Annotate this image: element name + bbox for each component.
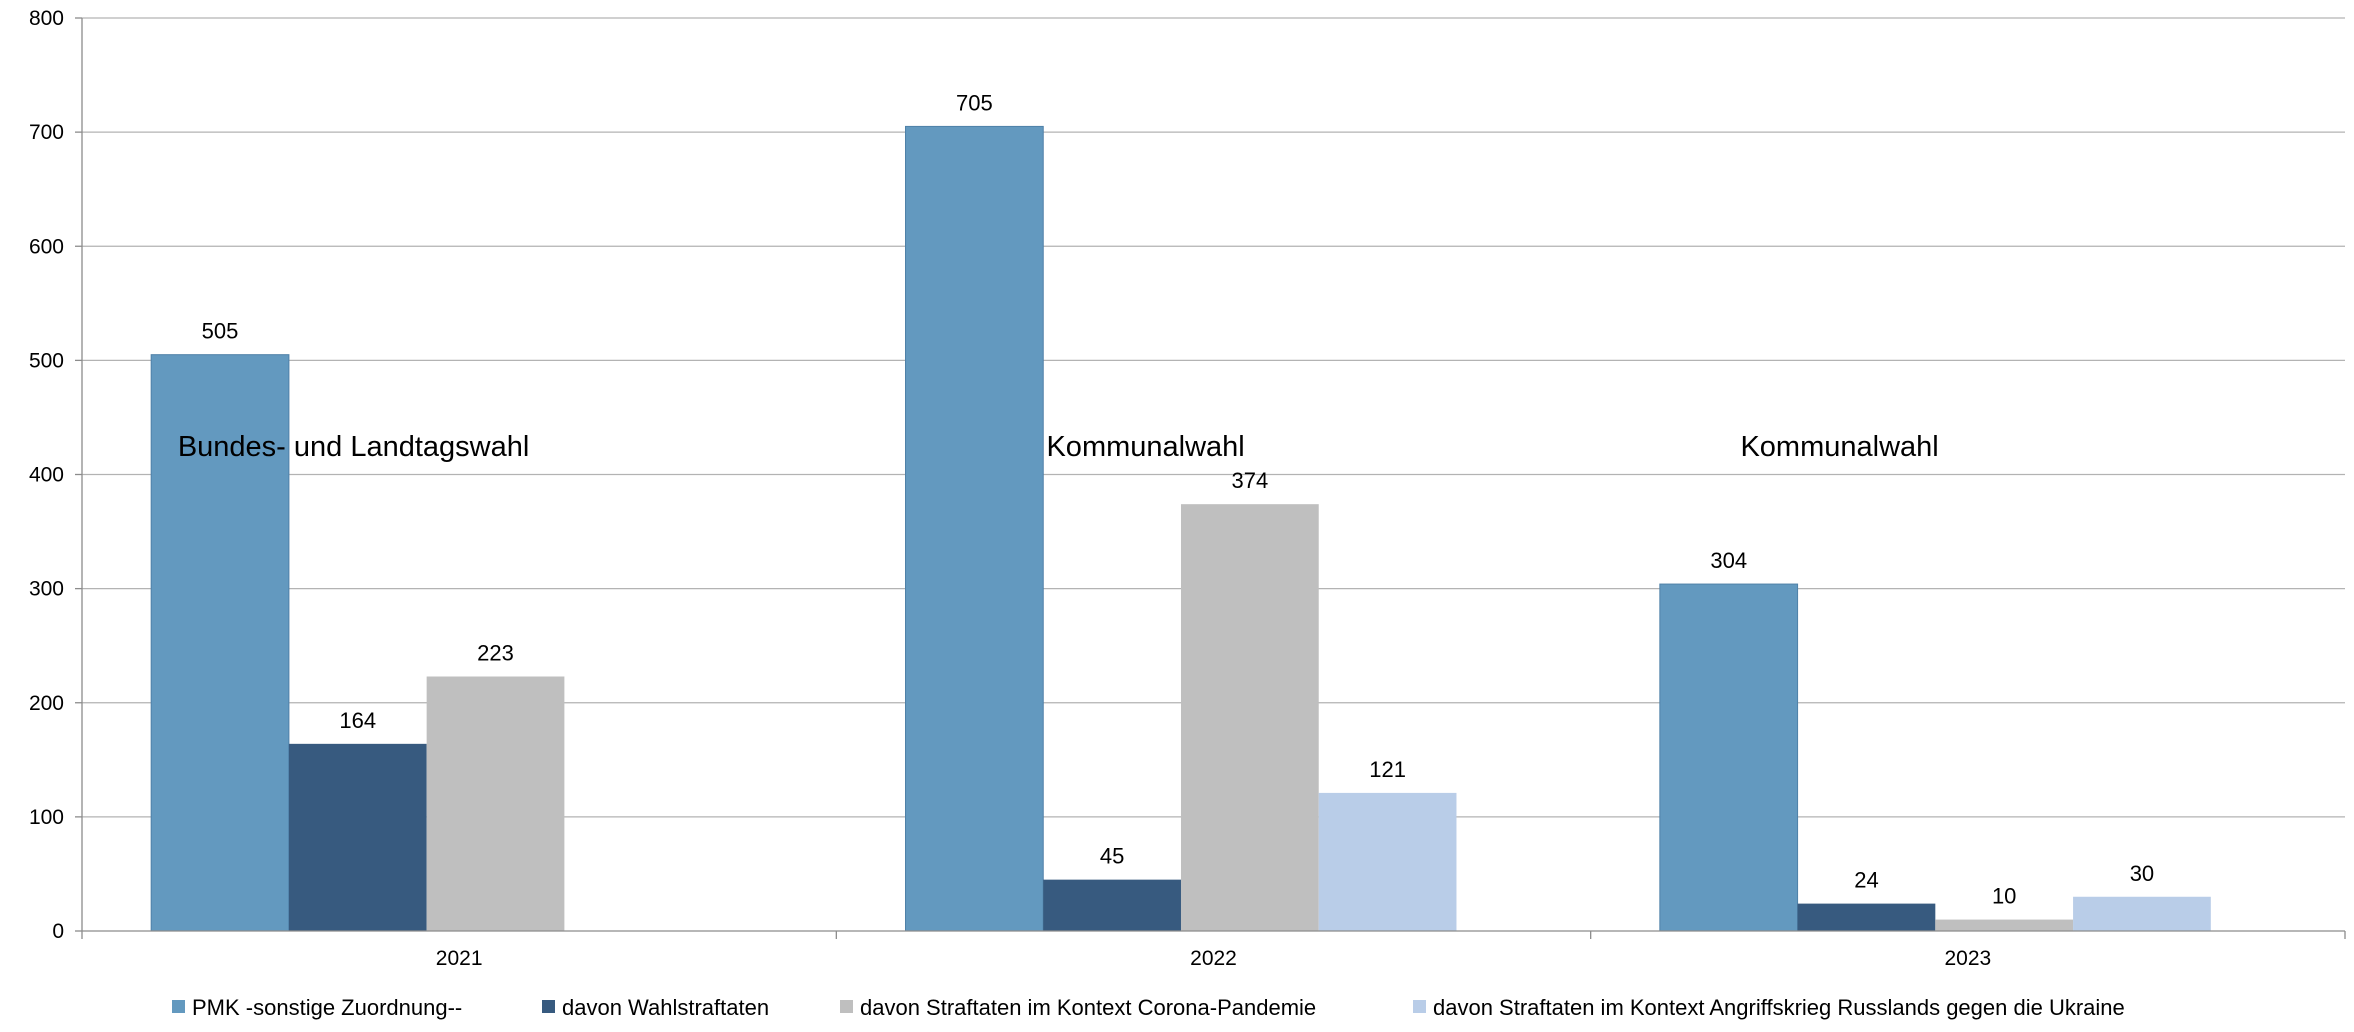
x-tick-label: 2023 — [1944, 947, 1991, 970]
y-tick-label: 500 — [29, 349, 64, 372]
data-label: 374 — [1231, 468, 1268, 493]
data-label: 24 — [1854, 868, 1878, 893]
bar — [905, 125, 1044, 932]
legend-label: PMK -sonstige Zuordnung-- — [192, 995, 462, 1020]
legend-label: davon Wahlstraftaten — [562, 995, 769, 1020]
y-tick-label: 600 — [29, 235, 64, 258]
y-tick-label: 800 — [29, 7, 64, 30]
x-axis: 2021 2022 2023 — [81, 930, 2346, 970]
data-label: 505 — [202, 319, 239, 344]
legend-swatch — [1413, 1000, 1426, 1013]
bars — [150, 125, 2211, 932]
bar — [288, 743, 427, 931]
data-label: 304 — [1710, 548, 1747, 573]
data-label: 121 — [1369, 757, 1406, 782]
data-labels: 505 164 223 705 45 374 121 304 24 10 30 — [202, 90, 2154, 908]
legend-swatch — [840, 1000, 853, 1013]
y-tick-label: 0 — [52, 920, 64, 943]
data-label: 705 — [956, 90, 993, 115]
bar — [1180, 504, 1319, 931]
y-tick-label: 700 — [29, 121, 64, 144]
bar — [1659, 583, 1799, 932]
legend-label: davon Straftaten im Kontext Corona-Pande… — [860, 995, 1316, 1020]
bar — [150, 354, 290, 932]
x-tick-label: 2022 — [1190, 947, 1237, 970]
data-label: 45 — [1100, 844, 1124, 869]
bar — [2073, 896, 2211, 931]
y-tick-label: 200 — [29, 692, 64, 715]
bar — [1797, 903, 1936, 931]
legend-label: davon Straftaten im Kontext Angriffskrie… — [1433, 995, 2125, 1020]
y-tick-label: 400 — [29, 464, 64, 487]
data-label: 223 — [477, 641, 514, 666]
x-tick-label: 2021 — [436, 947, 483, 970]
annotation: Kommunalwahl — [1046, 431, 1244, 463]
bar — [1935, 919, 2074, 931]
y-tick-label: 300 — [29, 578, 64, 601]
legend-swatch — [172, 1000, 185, 1013]
bar — [426, 676, 565, 931]
data-label: 164 — [339, 708, 376, 733]
y-axis: 0 100 200 300 400 500 600 700 800 — [29, 7, 83, 943]
legend-swatch — [542, 1000, 555, 1013]
data-label: 10 — [1992, 884, 2016, 909]
data-label: 30 — [2130, 861, 2154, 886]
legend: PMK -sonstige Zuordnung-- davon Wahlstraf… — [172, 995, 2125, 1020]
annotation: Kommunalwahl — [1740, 431, 1938, 463]
annotation: Bundes- und Landtagswahl — [178, 431, 529, 463]
bar — [1043, 879, 1181, 931]
y-tick-label: 100 — [29, 806, 64, 829]
bar — [1318, 792, 1457, 931]
annotations: Bundes- und Landtagswahl Kommunalwahl Komm… — [178, 431, 1939, 463]
